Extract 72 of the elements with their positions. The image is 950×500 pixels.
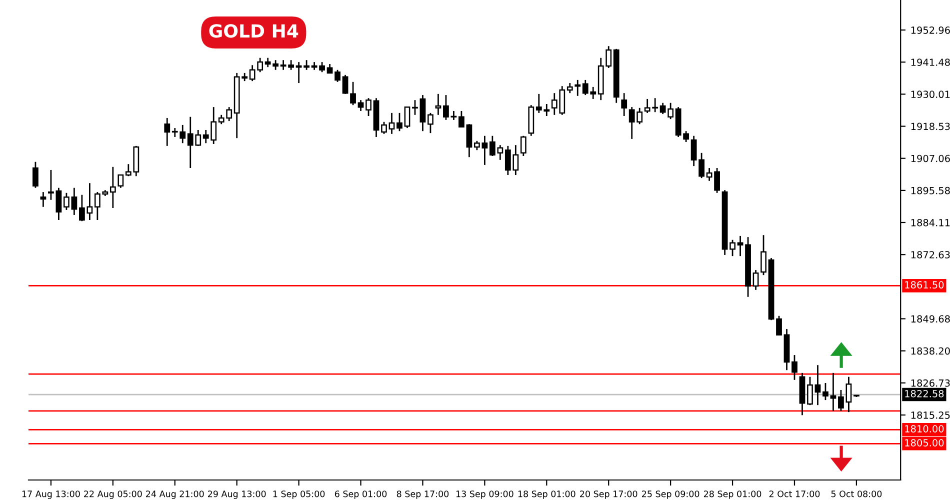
candlestick <box>412 99 418 116</box>
candlestick <box>846 376 852 413</box>
x-tick-label: 17 Aug 13:00 <box>22 490 80 499</box>
candlestick <box>420 94 426 132</box>
x-tick-label: 5 Oct 08:00 <box>831 490 882 498</box>
y-tick-label: 1907.06 <box>911 154 950 162</box>
candlestick <box>396 112 402 132</box>
candlestick <box>118 174 124 189</box>
y-tick-label: 1838.20 <box>911 347 950 355</box>
candlestick <box>342 74 348 95</box>
x-tick-label: 18 Sep 01:00 <box>518 490 576 499</box>
candlestick <box>358 99 364 112</box>
y-tick-label: 1918.53 <box>911 122 950 130</box>
candlestick <box>350 81 356 106</box>
candlestick <box>752 269 759 291</box>
x-tick-label: 13 Sep 09:00 <box>456 490 514 499</box>
y-tick-label: 1849.68 <box>911 315 950 323</box>
x-tick-label: 24 Aug 21:00 <box>146 490 204 499</box>
candlestick <box>443 94 449 121</box>
candlestick <box>381 121 387 135</box>
x-tick-label: 6 Sep 01:00 <box>334 490 387 499</box>
candlestick <box>428 112 434 134</box>
ref-line-label: 1822.58 <box>905 390 944 398</box>
y-tick-label: 1941.48 <box>911 58 950 66</box>
candlestick <box>737 235 744 257</box>
y-tick-label: 1930.01 <box>911 90 950 98</box>
candlestick <box>110 166 116 209</box>
candlestick <box>838 389 844 412</box>
candlestick <box>714 167 720 194</box>
x-tick-label: 28 Sep 01:00 <box>704 490 762 499</box>
candlestick <box>566 82 573 94</box>
y-tick-label: 1952.96 <box>911 26 950 34</box>
candlestick <box>40 191 46 208</box>
y-tick-label: 1815.25 <box>911 411 950 419</box>
ref-line-label: 1805.00 <box>905 439 944 446</box>
y-tick-label: 1895.58 <box>911 186 950 194</box>
candlestick <box>730 239 736 257</box>
ref-line-label: 1810.00 <box>905 425 944 432</box>
x-tick-label: 25 Sep 09:00 <box>642 490 700 499</box>
ref-line-label: 1861.50 <box>905 281 944 289</box>
candlestick <box>776 315 782 336</box>
x-tick-label: 29 Aug 13:00 <box>208 490 266 499</box>
candlestick <box>32 161 38 189</box>
candlestick <box>814 364 821 406</box>
candlestick <box>56 187 62 221</box>
y-tick-label: 1884.11 <box>911 218 950 226</box>
y-tick-label: 1872.63 <box>911 251 950 258</box>
candlestick <box>792 354 798 381</box>
candlestick <box>706 167 712 182</box>
candlestick <box>621 92 628 117</box>
x-tick-label: 1 Sep 05:00 <box>273 490 325 499</box>
candlestick <box>574 79 581 97</box>
x-tick-label: 8 Sep 17:00 <box>396 490 449 499</box>
candlestick <box>388 112 395 135</box>
candlestick <box>435 93 442 116</box>
candlestick <box>404 106 410 129</box>
candlestick <box>822 382 828 401</box>
candlestick <box>450 110 457 121</box>
candlestick <box>807 376 813 406</box>
candlestick <box>760 234 766 276</box>
candlestick <box>830 372 836 412</box>
candlestick <box>164 117 170 147</box>
x-tick-label: 20 Sep 17:00 <box>580 490 638 499</box>
y-tick-label: 1826.73 <box>911 379 950 387</box>
candlestick <box>366 97 372 117</box>
x-tick-label: 2 Oct 17:00 <box>769 490 820 498</box>
candlestick <box>319 61 325 73</box>
candlestick <box>48 169 54 201</box>
candlestick <box>334 69 340 83</box>
x-tick-label: 22 Aug 05:00 <box>84 490 142 499</box>
text: GOLD H4 <box>209 24 298 38</box>
candlestick <box>520 135 526 157</box>
